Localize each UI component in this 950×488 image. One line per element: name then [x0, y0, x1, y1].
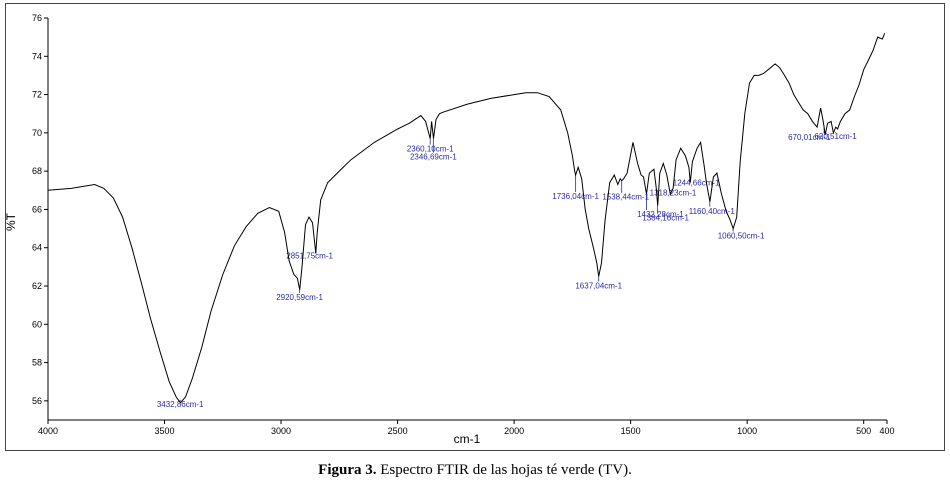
y-tick-label: 60	[32, 319, 42, 329]
peak-label: 2920,59cm-1	[276, 293, 323, 302]
peak-label: 1244,66cm-1	[673, 179, 720, 188]
x-tick-label: 3000	[271, 426, 291, 436]
y-tick-label: 62	[32, 281, 42, 291]
figure-caption: Figura 3. Espectro FTIR de las hojas té …	[0, 462, 950, 479]
spectrum-line	[47, 33, 886, 404]
chart-axes: 56 58 60 62 64 66 68 70 72 74 76 4000 3500 3000 2500 20…	[32, 13, 895, 436]
y-tick-label: 64	[32, 243, 42, 253]
x-tick-label: 2000	[504, 426, 524, 436]
peak-label: 1432,28cm-1	[637, 210, 684, 219]
peak-label: 1318,23cm-1	[650, 188, 697, 197]
figure-caption-label: Figura 3.	[318, 462, 377, 478]
peak-label: 1538,44cm-1	[602, 193, 649, 202]
peak-label: 620,51cm-1	[814, 132, 857, 141]
peak-label: 1060,50cm-1	[718, 232, 765, 241]
y-tick-label: 70	[32, 128, 42, 138]
x-axis-title: cm-1	[454, 432, 481, 446]
peak-label: 1384,16cm-1	[642, 214, 689, 223]
y-tick-label: 68	[32, 166, 42, 176]
y-tick-label: 72	[32, 90, 42, 100]
figure-caption-text: Espectro FTIR de las hojas té verde (TV)…	[376, 462, 632, 478]
y-tick-label: 74	[32, 51, 42, 61]
x-tick-label: 400	[879, 426, 894, 436]
y-tick-label: 76	[32, 13, 42, 23]
peak-label: 670,01cm-1	[788, 133, 831, 142]
peak-label: 3432,86cm-1	[157, 400, 204, 409]
peak-label: 1637,04cm-1	[575, 281, 622, 290]
peak-label: 2851,75cm-1	[286, 251, 333, 260]
peak-label: 1736,04cm-1	[552, 192, 599, 201]
x-tick-label: 1000	[737, 426, 757, 436]
y-tick-label: 66	[32, 204, 42, 214]
x-tick-label: 2500	[388, 426, 408, 436]
peak-label: 2360,10cm-1	[407, 145, 454, 154]
y-axis-title: %T	[4, 212, 18, 231]
y-tick-label: 56	[32, 396, 42, 406]
peak-label: 2346,69cm-1	[410, 153, 457, 162]
peak-label: 1160,40cm-1	[689, 207, 736, 216]
x-tick-label: 500	[856, 426, 871, 436]
x-tick-label: 3500	[155, 426, 175, 436]
x-tick-label: 4000	[38, 426, 58, 436]
ftir-spectrum-chart: 56 58 60 62 64 66 68 70 72 74 76 4000 3500 3000 2500 20…	[4, 13, 895, 446]
x-tick-label: 1500	[621, 426, 641, 436]
peak-annotations: 3432,86cm-1 2920,59cm-1 2851,75cm-1 2360,10…	[157, 127, 857, 409]
y-tick-label: 58	[32, 358, 42, 368]
chart-frame	[5, 3, 945, 451]
